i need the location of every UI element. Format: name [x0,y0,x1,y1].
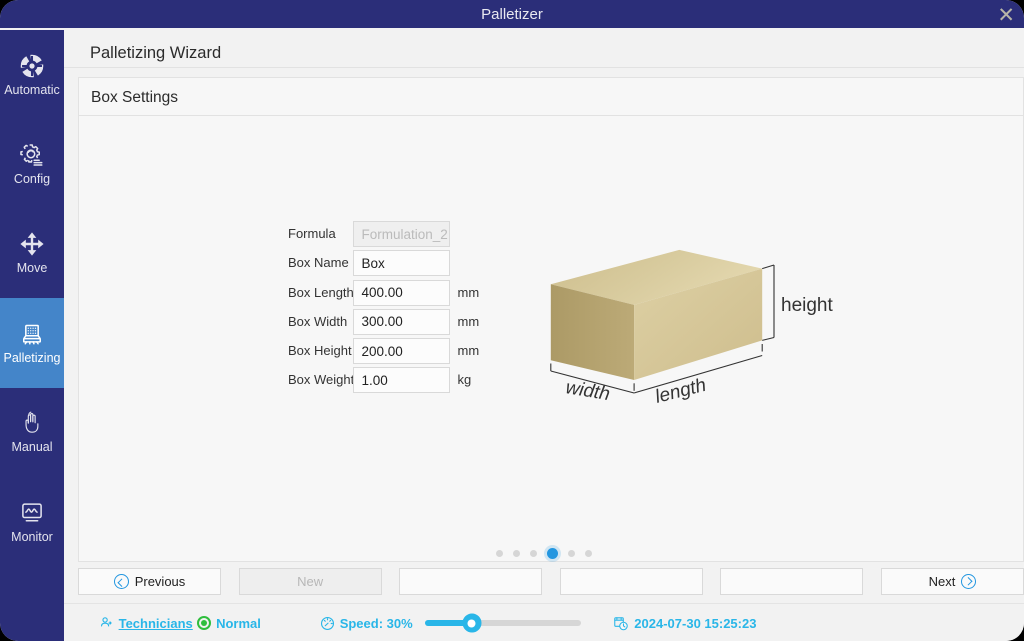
svg-text:height: height [781,295,833,316]
svg-text:length: length [653,375,708,408]
svg-text:width: width [564,377,611,405]
